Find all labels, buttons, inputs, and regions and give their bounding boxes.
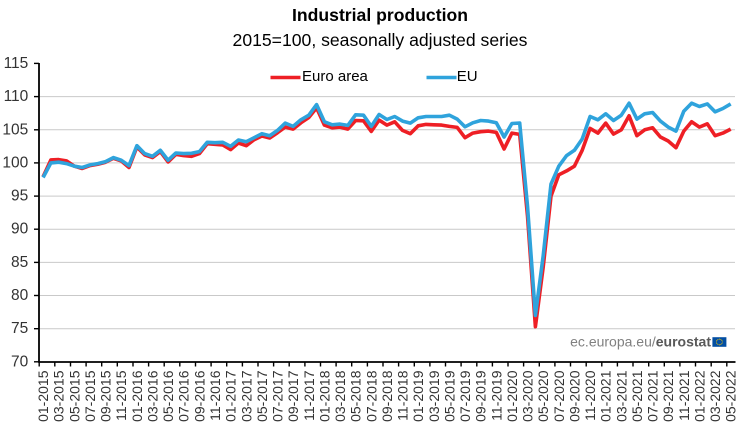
svg-text:07-2019: 07-2019 <box>457 370 473 422</box>
svg-text:01-2020: 01-2020 <box>504 370 520 422</box>
svg-text:75: 75 <box>11 320 28 337</box>
svg-text:11-2017: 11-2017 <box>301 370 317 421</box>
svg-text:100: 100 <box>2 154 28 171</box>
svg-text:01-2022: 01-2022 <box>691 370 707 422</box>
svg-text:03-2022: 03-2022 <box>707 370 723 422</box>
svg-text:07-2017: 07-2017 <box>270 370 286 422</box>
svg-text:85: 85 <box>11 254 28 271</box>
svg-text:110: 110 <box>4 88 29 105</box>
svg-text:07-2015: 07-2015 <box>82 370 98 422</box>
svg-text:Industrial production: Industrial production <box>292 5 468 25</box>
svg-text:ec.europa.eu/eurostat: ec.europa.eu/eurostat <box>570 334 711 350</box>
svg-text:07-2021: 07-2021 <box>645 370 661 422</box>
svg-text:09-2016: 09-2016 <box>191 370 207 422</box>
svg-text:03-2021: 03-2021 <box>613 370 629 422</box>
svg-text:01-2017: 01-2017 <box>223 370 239 422</box>
svg-text:03-2017: 03-2017 <box>238 370 254 422</box>
svg-text:11-2021: 11-2021 <box>676 370 692 421</box>
svg-text:03-2015: 03-2015 <box>51 370 67 422</box>
svg-text:07-2020: 07-2020 <box>551 370 567 422</box>
svg-text:09-2018: 09-2018 <box>379 370 395 422</box>
svg-text:EU: EU <box>457 68 478 85</box>
svg-text:05-2018: 05-2018 <box>348 370 364 422</box>
svg-text:115: 115 <box>4 55 29 72</box>
svg-text:09-2021: 09-2021 <box>660 370 676 422</box>
svg-text:01-2021: 01-2021 <box>598 370 614 422</box>
svg-text:05-2019: 05-2019 <box>441 370 457 422</box>
svg-text:07-2018: 07-2018 <box>363 370 379 422</box>
svg-text:05-2016: 05-2016 <box>160 370 176 422</box>
svg-text:05-2021: 05-2021 <box>629 370 645 422</box>
svg-text:01-2019: 01-2019 <box>410 370 426 422</box>
svg-text:03-2016: 03-2016 <box>145 370 161 422</box>
svg-text:03-2020: 03-2020 <box>520 370 536 422</box>
svg-text:09-2017: 09-2017 <box>285 370 301 422</box>
svg-text:03-2019: 03-2019 <box>426 370 442 422</box>
svg-text:11-2015: 11-2015 <box>113 370 129 421</box>
svg-text:11-2019: 11-2019 <box>488 370 504 421</box>
svg-text:01-2016: 01-2016 <box>129 370 145 422</box>
svg-text:05-2015: 05-2015 <box>66 370 82 422</box>
svg-text:05-2017: 05-2017 <box>254 370 270 422</box>
svg-text:01-2015: 01-2015 <box>35 370 51 422</box>
svg-text:11-2020: 11-2020 <box>582 370 598 421</box>
svg-text:2015=100, seasonally adjusted: 2015=100, seasonally adjusted series <box>233 30 528 50</box>
svg-text:09-2020: 09-2020 <box>566 370 582 422</box>
svg-text:07-2016: 07-2016 <box>176 370 192 422</box>
svg-text:09-2015: 09-2015 <box>98 370 114 422</box>
svg-text:90: 90 <box>11 221 29 238</box>
svg-text:05-2022: 05-2022 <box>723 370 739 422</box>
svg-text:80: 80 <box>11 287 29 304</box>
svg-text:05-2020: 05-2020 <box>535 370 551 422</box>
svg-text:70: 70 <box>11 353 29 370</box>
svg-text:11-2018: 11-2018 <box>395 370 411 421</box>
svg-text:105: 105 <box>2 121 28 138</box>
svg-text:01-2018: 01-2018 <box>316 370 332 422</box>
svg-text:95: 95 <box>11 188 28 205</box>
svg-text:Euro area: Euro area <box>302 68 369 85</box>
svg-text:09-2019: 09-2019 <box>473 370 489 422</box>
svg-text:03-2018: 03-2018 <box>332 370 348 422</box>
svg-text:11-2016: 11-2016 <box>207 370 223 421</box>
